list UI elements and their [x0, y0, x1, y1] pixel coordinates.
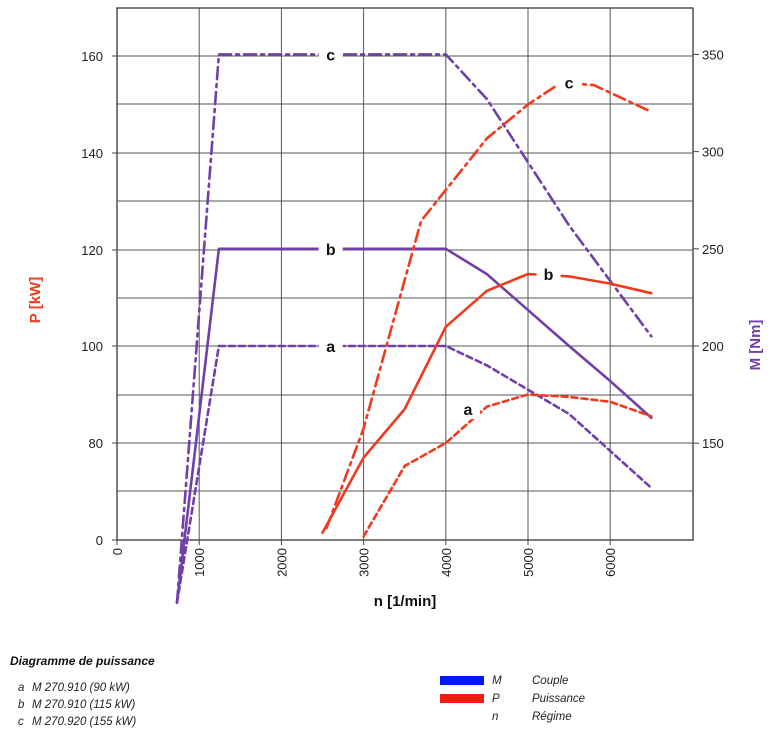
chart-ticks: 0 80 100 120 140 160 150 200 250 300 350 0 1000 2000 3…	[81, 47, 723, 577]
left-tick-label: 0	[96, 533, 103, 548]
x-axis-label: n [1/min]	[374, 593, 437, 610]
series-line-P-a	[362, 393, 653, 538]
x-tick-label: 4000	[439, 548, 454, 577]
chart-series	[175, 53, 653, 604]
curve-label-bg	[536, 264, 561, 284]
left-tick-label: 100	[81, 339, 103, 354]
x-tick-label: 2000	[274, 548, 289, 577]
series-line-P-c	[325, 81, 653, 530]
left-tick-label: 80	[89, 436, 103, 451]
caption-title: Diagramme de puissance	[10, 654, 155, 668]
series-line-M-b	[175, 247, 653, 604]
x-tick-label: 0	[110, 548, 125, 555]
series-line-M-c	[175, 53, 653, 604]
y-axis-right-label: M [Nm]	[747, 320, 764, 371]
curve-label-c: c	[565, 76, 574, 93]
curve-label-b: b	[326, 242, 336, 259]
left-tick-label: 140	[81, 146, 103, 161]
legend-swatch-blue	[440, 676, 484, 685]
right-tick-label: 200	[702, 339, 724, 354]
curve-label-c: c	[326, 47, 335, 64]
x-tick-label: 1000	[192, 548, 207, 577]
right-tick-label: 300	[702, 145, 724, 160]
power-diagram-chart: 0 80 100 120 140 160 150 200 250 300 350 0 1000 2000 3…	[27, 7, 764, 610]
chart-curve-labels: c b a c b a	[318, 44, 582, 420]
y-axis-left-label: P [kW]	[27, 277, 44, 323]
curve-label-a: a	[326, 339, 335, 356]
curve-label-bg	[318, 336, 343, 356]
curve-label-bg	[455, 399, 480, 420]
legend-swatch-red	[440, 694, 484, 703]
right-tick-label: 250	[702, 242, 724, 257]
plot-frame	[116, 7, 694, 541]
x-tick-label: 3000	[357, 548, 372, 577]
series-line-P-b	[321, 272, 653, 535]
x-tick-label: 6000	[603, 548, 618, 577]
curve-label-bg	[318, 44, 343, 65]
curve-label-b: b	[544, 267, 554, 284]
right-tick-label: 350	[702, 47, 724, 62]
left-tick-label: 120	[81, 243, 103, 258]
curve-label-bg	[557, 72, 582, 93]
series-line-M-a	[175, 344, 653, 604]
curve-label-bg	[318, 238, 343, 259]
left-tick-label: 160	[81, 49, 103, 64]
right-tick-label: 150	[702, 436, 724, 451]
x-tick-label: 5000	[521, 548, 536, 577]
curve-label-a: a	[464, 402, 473, 419]
